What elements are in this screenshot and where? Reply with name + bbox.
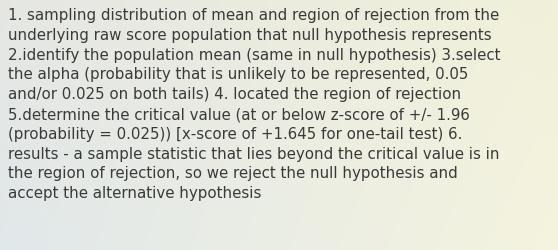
Text: 1. sampling distribution of mean and region of rejection from the
underlying raw: 1. sampling distribution of mean and reg…	[8, 8, 501, 200]
